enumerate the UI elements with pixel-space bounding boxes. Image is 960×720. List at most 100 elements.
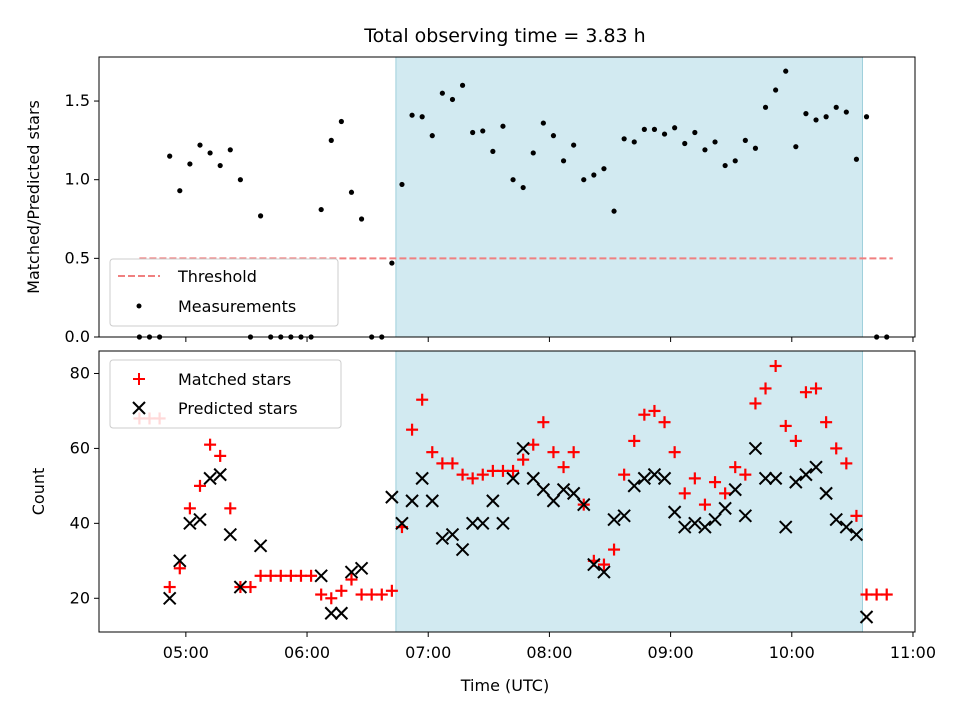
measurement-point bbox=[752, 145, 759, 151]
y-tick-label: 1.0 bbox=[65, 170, 90, 189]
predicted-star-point bbox=[738, 509, 753, 523]
matched-star-point bbox=[254, 569, 267, 582]
predicted-star-point bbox=[526, 471, 540, 486]
predicted-star-point bbox=[546, 494, 561, 508]
measurement-point bbox=[348, 189, 355, 195]
legend-predicted-swatch bbox=[132, 401, 146, 415]
predicted-star-point bbox=[637, 471, 652, 486]
predicted-star-point bbox=[819, 486, 833, 501]
measurement-point bbox=[318, 206, 324, 213]
measurement-point bbox=[611, 208, 617, 214]
matched-star-point bbox=[840, 457, 853, 470]
measurement-point bbox=[803, 111, 809, 117]
matched-star-point bbox=[244, 581, 257, 594]
matched-star-point bbox=[325, 592, 338, 605]
y-tick-label: 20 bbox=[70, 588, 90, 607]
predicted-star-point bbox=[193, 512, 207, 527]
matched-star-point bbox=[779, 419, 792, 432]
plot-frame bbox=[98, 56, 916, 338]
matched-star-point bbox=[557, 461, 570, 474]
measurement-point bbox=[793, 144, 799, 150]
matched-star-point bbox=[476, 468, 489, 481]
measurement-points bbox=[136, 68, 890, 340]
y-tick-label: 0.5 bbox=[65, 248, 90, 267]
x-axis-ticks bbox=[185, 337, 914, 342]
legend-predicted-label: Predicted stars bbox=[178, 399, 298, 418]
measurement-point bbox=[227, 147, 233, 153]
observing-window-span bbox=[395, 56, 863, 338]
matched-star-point bbox=[335, 584, 348, 597]
count-panel: 20 40 60 80 05:00 06:00 07:00 08:00 09:00 10:00 1… bbox=[29, 350, 936, 695]
matched-star-point bbox=[507, 464, 520, 477]
predicted-star-point bbox=[779, 520, 793, 534]
matched-star-point bbox=[466, 472, 479, 485]
matched-star-point bbox=[193, 479, 206, 492]
matched-star-point bbox=[608, 543, 621, 556]
measurement-point bbox=[530, 150, 536, 156]
measurement-point bbox=[732, 158, 738, 164]
measurement-point bbox=[631, 139, 637, 145]
matched-star-point bbox=[385, 584, 398, 597]
predicted-star-point bbox=[435, 531, 450, 546]
measurement-point bbox=[389, 260, 395, 266]
measurement-point bbox=[853, 156, 860, 162]
matched-star-point bbox=[537, 416, 550, 429]
matched-star-point bbox=[820, 416, 833, 429]
measurement-point bbox=[702, 147, 708, 153]
measurement-point bbox=[338, 118, 344, 125]
measurement-point bbox=[167, 153, 173, 159]
measurement-point bbox=[449, 96, 456, 103]
predicted-star-point bbox=[324, 606, 338, 620]
matched-star-point bbox=[527, 438, 540, 451]
x-tick-label: 11:00 bbox=[890, 643, 936, 662]
measurement-point bbox=[500, 123, 506, 129]
matched-star-point bbox=[547, 446, 560, 459]
matched-star-point bbox=[648, 404, 661, 417]
matched-star-point bbox=[749, 397, 762, 410]
matched-star-point bbox=[496, 464, 509, 477]
matched-star-point bbox=[860, 588, 873, 601]
predicted-star-point bbox=[768, 471, 783, 486]
matched-star-point bbox=[709, 476, 722, 489]
matched-star-point bbox=[870, 588, 883, 601]
measurement-point bbox=[399, 181, 405, 188]
measurement-point bbox=[419, 114, 425, 120]
measurement-point bbox=[237, 177, 243, 183]
matched-star-point bbox=[345, 573, 358, 586]
matched-star-point bbox=[214, 449, 227, 462]
measurement-point bbox=[863, 114, 870, 120]
chart-title: Total observing time = 3.83 h bbox=[363, 25, 645, 47]
y-axis-ticks: 0.0 0.5 1.0 1.5 bbox=[65, 91, 99, 346]
matched-star-point bbox=[486, 464, 499, 477]
predicted-star-point bbox=[789, 475, 803, 489]
y-axis-label: Count bbox=[29, 468, 48, 516]
matched-star-point bbox=[173, 562, 186, 575]
matched-star-point bbox=[264, 569, 277, 582]
matched-star-point bbox=[810, 382, 823, 395]
matched-star-point bbox=[618, 468, 631, 481]
matched-star-point bbox=[698, 498, 711, 511]
legend-measurements-label: Measurements bbox=[178, 297, 296, 316]
y-tick-label: 60 bbox=[70, 438, 90, 457]
legend-matched-label: Matched stars bbox=[178, 370, 291, 389]
matched-star-point bbox=[426, 446, 439, 459]
matched-star-point bbox=[406, 423, 419, 436]
measurement-point bbox=[187, 161, 193, 167]
matched-star-point bbox=[658, 416, 671, 429]
predicted-star-point bbox=[506, 471, 520, 486]
matched-star-point bbox=[284, 569, 297, 582]
matched-star-point bbox=[365, 588, 378, 601]
matched-star-point bbox=[880, 588, 893, 601]
y-tick-label: 40 bbox=[70, 513, 90, 532]
matched-star-point bbox=[375, 588, 388, 601]
predicted-star-point bbox=[173, 554, 187, 568]
predicted-star-point bbox=[385, 490, 399, 504]
y-axis-label: Matched/Predicted stars bbox=[24, 100, 43, 294]
legend-matched-swatch bbox=[133, 373, 145, 385]
matched-star-point bbox=[628, 434, 641, 447]
legend: Threshold Measurements bbox=[109, 258, 339, 327]
matched-star-point bbox=[678, 487, 691, 500]
predicted-star-point bbox=[627, 479, 641, 493]
x-tick-label: 10:00 bbox=[769, 643, 815, 662]
measurement-point bbox=[692, 129, 698, 136]
